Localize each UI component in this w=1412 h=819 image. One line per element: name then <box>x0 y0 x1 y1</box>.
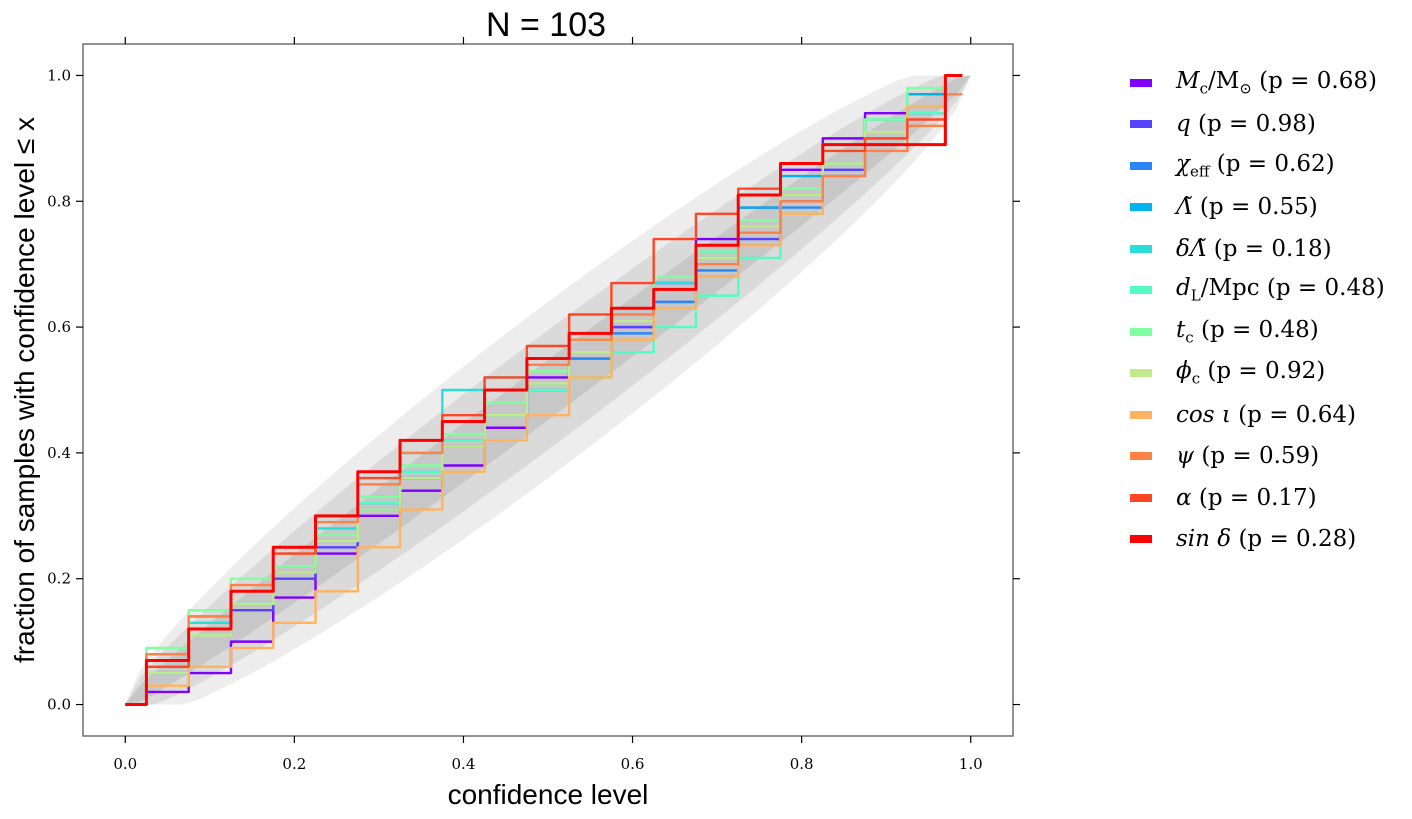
x-tick-label: 0.0 <box>113 755 137 773</box>
x-tick-label: 0.8 <box>790 755 814 773</box>
legend-swatch <box>1130 369 1152 378</box>
legend-item: α (p = 0.17) <box>1130 477 1405 519</box>
legend-label: ϕc (p = 0.92) <box>1176 358 1326 389</box>
legend-label: δΛ̃ (p = 0.18) <box>1176 235 1332 262</box>
legend-item: Mc/M⊙ (p = 0.68) <box>1130 62 1405 104</box>
legend-item: q (p = 0.98) <box>1130 104 1405 146</box>
legend-swatch <box>1130 452 1152 461</box>
legend-label: q (p = 0.98) <box>1176 111 1316 138</box>
y-tick-label: 0.8 <box>47 192 71 210</box>
legend-label: cos ι (p = 0.64) <box>1176 401 1356 428</box>
legend-label: Λ̃ (p = 0.55) <box>1176 194 1318 221</box>
legend-swatch <box>1130 203 1152 212</box>
legend-item: χeff (p = 0.62) <box>1130 145 1405 187</box>
x-tick-label: 1.0 <box>959 755 983 773</box>
legend-label: dL/Mpc (p = 0.48) <box>1176 275 1385 306</box>
legend-label: sin δ (p = 0.28) <box>1176 526 1357 553</box>
legend-item: dL/Mpc (p = 0.48) <box>1130 270 1405 312</box>
legend-swatch <box>1130 120 1152 129</box>
legend-swatch <box>1130 244 1152 253</box>
legend-item: cos ι (p = 0.64) <box>1130 394 1405 436</box>
x-tick-label: 0.2 <box>282 755 306 773</box>
legend-label: α (p = 0.17) <box>1176 484 1317 511</box>
legend-swatch <box>1130 161 1152 170</box>
legend-item: sin δ (p = 0.28) <box>1130 519 1405 561</box>
legend-swatch <box>1130 78 1152 87</box>
legend-label: tc (p = 0.48) <box>1176 316 1319 347</box>
legend-item: ϕc (p = 0.92) <box>1130 353 1405 395</box>
y-axis-label: fraction of samples with confidence leve… <box>9 117 40 663</box>
series-lines <box>125 73 963 707</box>
legend-item: tc (p = 0.48) <box>1130 311 1405 353</box>
legend-label: χeff (p = 0.62) <box>1176 150 1335 181</box>
y-tick-label: 0.6 <box>47 318 71 336</box>
chart-title: N = 103 <box>486 6 606 44</box>
y-tick-label: 1.0 <box>47 66 71 84</box>
y-tick-label: 0.2 <box>47 570 71 588</box>
legend-swatch <box>1130 286 1152 295</box>
legend-label: Mc/M⊙ (p = 0.68) <box>1176 67 1377 98</box>
plot-frame <box>82 43 1014 737</box>
legend-label: ψ (p = 0.59) <box>1176 443 1320 470</box>
axis-ticks: 0.0 0.2 0.4 0.6 0.8 1.0 0.0 0.2 0.4 0.6 0.8 1.0 <box>47 37 1020 773</box>
series-line-11 <box>125 73 963 707</box>
legend-item: δΛ̃ (p = 0.18) <box>1130 228 1405 270</box>
legend-swatch <box>1130 327 1152 336</box>
legend-swatch <box>1130 410 1152 419</box>
legend-item: Λ̃ (p = 0.55) <box>1130 187 1405 229</box>
legend-item: ψ (p = 0.59) <box>1130 436 1405 478</box>
legend-swatch <box>1130 535 1152 544</box>
x-tick-label: 0.4 <box>452 755 476 773</box>
x-axis-label: confidence level <box>448 779 649 810</box>
y-tick-label: 0.0 <box>47 696 71 714</box>
x-tick-label: 0.6 <box>621 755 645 773</box>
legend: Mc/M⊙ (p = 0.68) q (p = 0.98) χeff (p = 0.… <box>1130 62 1405 560</box>
legend-swatch <box>1130 493 1152 502</box>
y-tick-label: 0.4 <box>47 444 71 462</box>
